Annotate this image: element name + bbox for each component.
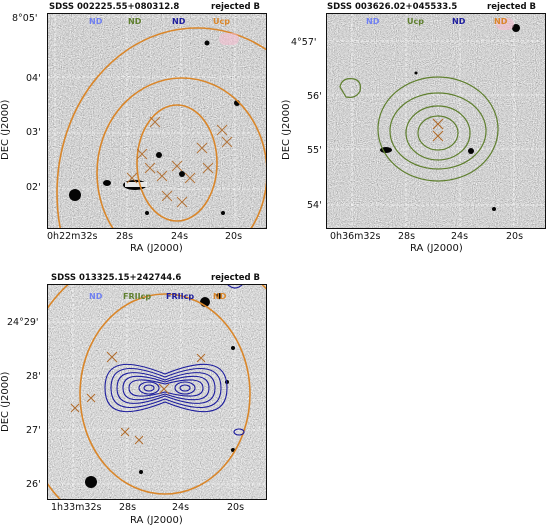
panel3-title: SDSS 013325.15+242744.6 (51, 273, 182, 283)
panel1-xtick: 28s (116, 231, 134, 242)
panel2-xtick: 0h36m32s (330, 231, 381, 242)
panel3-crosses (70, 351, 206, 445)
panel3-legend-second: FRIIcp (123, 292, 152, 301)
panel1-ytick: 03' (26, 127, 41, 138)
panel2-xtick: 28s (398, 231, 416, 242)
panel1-legend-second: ND (128, 17, 142, 26)
panel1-y-label: DEC (J2000) (0, 99, 11, 160)
panel3-contours-nd (47, 284, 267, 500)
panel2-grid (326, 13, 546, 229)
panel3-ytick: 28' (26, 371, 41, 382)
panel3-x-label: RA (J2000) (130, 515, 183, 526)
panel1-ytick: 8°05' (12, 13, 38, 24)
panel3-y-label: DEC (J2000) (0, 371, 11, 432)
panel3-xtick: 1h33m32s (51, 502, 102, 513)
panel3-status: rejected B (211, 273, 261, 283)
panel2-status: rejected B (487, 2, 537, 12)
panel1-xtick: 0h22m32s (47, 231, 98, 242)
panel3-grid (47, 284, 267, 500)
panel3-xtick: 24s (172, 502, 190, 513)
panel1-legend-fourth: Ucp (213, 17, 230, 26)
panel3-ytick: 26' (26, 479, 41, 490)
panel1-ytick: 02' (26, 182, 41, 193)
panel2-xtick: 20s (506, 231, 524, 242)
panel2-contours-ucp (339, 76, 499, 182)
panel2-sources (380, 24, 520, 211)
panel2-ytick: 4°57' (291, 37, 317, 48)
panel2-y-label: DEC (J2000) (281, 99, 292, 160)
panel2-xtick: 24s (451, 231, 469, 242)
panel3-xtick: 28s (119, 502, 137, 513)
panel3-xtick: 20s (227, 502, 245, 513)
panel1-xtick: 20s (225, 231, 243, 242)
panel3-ytick: 24°29' (7, 317, 39, 328)
panel2-ytick: 54' (307, 200, 322, 211)
panel2-x-label: RA (J2000) (410, 243, 463, 254)
panel2-crosses (432, 118, 444, 142)
panel2-title: SDSS 003626.02+045533.5 (327, 2, 458, 12)
panel2-ytick: 55' (307, 145, 322, 156)
panel1-title: SDSS 002225.55+080312.8 (49, 2, 180, 12)
panel2-legend-fourth: ND (494, 17, 508, 26)
panel2-legend-second: Ucp (407, 17, 424, 26)
panel3-ytick: 27' (26, 425, 41, 436)
panel3-legend-first: ND (89, 292, 103, 301)
panel1-image[interactable] (47, 13, 267, 229)
panel3-image[interactable] (47, 284, 267, 500)
panel1-xtick: 24s (171, 231, 189, 242)
panel3-contours-friicp-navy (104, 284, 245, 436)
panel2-noise-background (326, 13, 546, 229)
panel2-legend-first: ND (366, 17, 380, 26)
panel1-legend-third: ND (172, 17, 186, 26)
panel1-grid (47, 13, 267, 229)
panel1-ytick: 04' (26, 73, 41, 84)
panel2-image[interactable] (326, 13, 546, 229)
panel1-x-label: RA (J2000) (130, 243, 183, 254)
panel1-contours-ucp (56, 27, 267, 229)
panel3-legend-third: FRIIcp (166, 292, 195, 301)
panel1-noise-background (47, 13, 267, 229)
panel3-legend-fourth: ND (213, 292, 227, 301)
panel1-status: rejected B (211, 2, 261, 12)
panel2-ytick: 56' (307, 91, 322, 102)
panel1-legend-first: ND (89, 17, 103, 26)
panel2-legend-third: ND (452, 17, 466, 26)
panel1-crosses (126, 116, 233, 208)
